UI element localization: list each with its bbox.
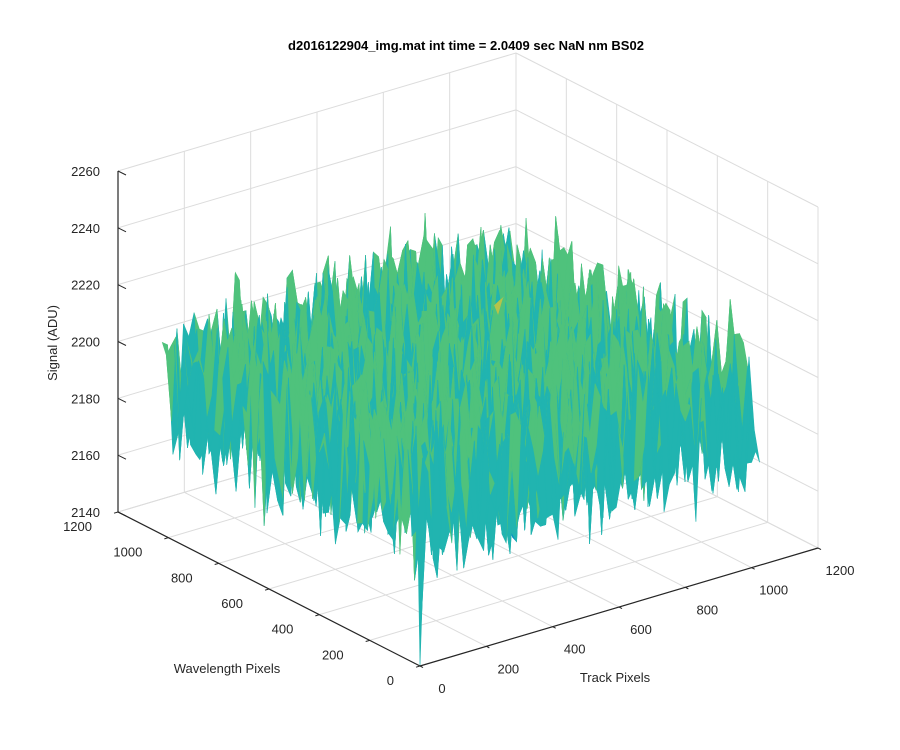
z-tick-label: 2240 — [71, 221, 100, 236]
grid-line — [117, 166, 517, 286]
y-tick-label: 800 — [171, 570, 193, 585]
z-tick-label: 2160 — [71, 448, 100, 463]
y-tick-label: 400 — [272, 622, 294, 637]
grid-line — [117, 52, 517, 172]
y-tick — [214, 562, 219, 565]
grid-line — [369, 521, 768, 641]
x-tick-label: 400 — [564, 642, 586, 657]
z-tick — [117, 170, 127, 176]
surface-mesh — [161, 213, 760, 667]
x-tick — [419, 665, 424, 668]
y-tick — [264, 588, 270, 591]
z-tick-label: 2220 — [71, 278, 100, 293]
x-tick — [618, 606, 623, 609]
z-axis-label: Signal (ADU) — [45, 305, 60, 381]
grid-line — [515, 52, 819, 208]
z-tick-label: 2260 — [71, 164, 100, 179]
grid-line — [117, 109, 517, 229]
grid-line — [515, 109, 819, 265]
z-tick-label: 2180 — [71, 391, 100, 406]
grid-line — [319, 496, 718, 616]
z-tick-label: 2140 — [71, 505, 100, 520]
y-tick-label: 1200 — [63, 519, 92, 534]
x-tick-label: 600 — [630, 622, 652, 637]
z-tick — [117, 511, 127, 517]
axes-frame — [113, 170, 822, 668]
x-tick-label: 1200 — [826, 563, 855, 578]
grid-line — [515, 166, 819, 322]
y-axis-label: Wavelength Pixels — [174, 661, 281, 676]
y-tick-label: 600 — [221, 596, 243, 611]
x-tick — [486, 645, 490, 649]
z-tick — [117, 397, 127, 403]
x-tick — [817, 547, 822, 550]
chart-title: d2016122904_img.mat int time = 2.0409 se… — [288, 38, 644, 53]
y-tick-label: 0 — [387, 673, 394, 688]
tick-labels: 0 200 400 600 800 1000 1200 0 200 400 600 800 1000 12… — [63, 164, 854, 696]
y-tick-label: 1000 — [113, 545, 142, 560]
y-tick — [164, 537, 169, 540]
y-tick-label: 200 — [322, 647, 344, 662]
x-tick-label: 200 — [497, 661, 519, 676]
z-tick — [117, 454, 127, 460]
x-tick-label: 1000 — [759, 583, 788, 598]
y-tick — [315, 614, 320, 617]
surface-cell — [415, 425, 426, 667]
y-tick — [415, 665, 421, 668]
grid-line — [515, 223, 819, 378]
x-tick — [552, 626, 556, 629]
z-tick — [117, 227, 127, 233]
y-tick — [365, 639, 370, 642]
z-tick — [117, 341, 127, 346]
x-tick — [751, 567, 755, 570]
x-tick-label: 0 — [438, 681, 445, 696]
z-tick — [117, 284, 127, 290]
x-tick — [685, 586, 689, 590]
x-tick-label: 800 — [696, 602, 718, 617]
x-axis-label: Track Pixels — [580, 670, 651, 685]
y-tick — [113, 511, 119, 514]
z-tick-label: 2200 — [71, 335, 100, 350]
